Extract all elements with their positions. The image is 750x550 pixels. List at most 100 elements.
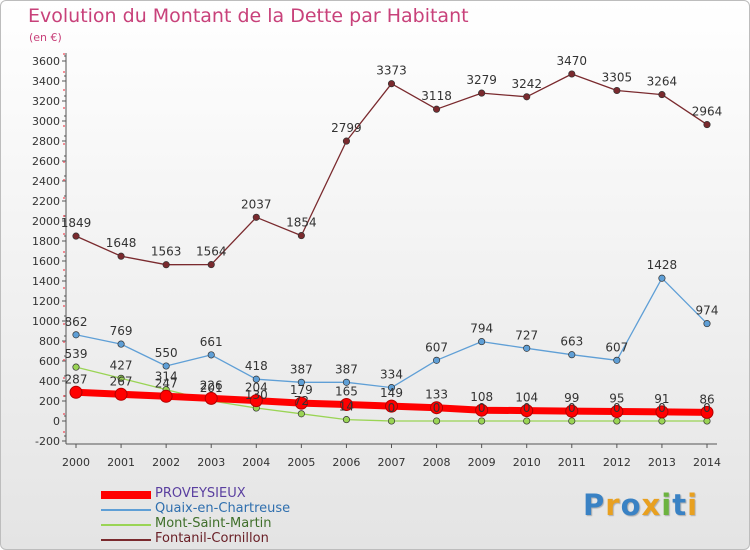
data-point [387, 384, 396, 392]
data-point [72, 232, 80, 240]
data-point [72, 331, 80, 339]
data-point [297, 232, 305, 240]
data-point [703, 121, 711, 129]
x-tick-label: 2007 [378, 456, 406, 469]
data-point [523, 417, 531, 425]
data-point [69, 385, 83, 399]
data-point [703, 320, 711, 328]
data-point [520, 404, 534, 418]
data-point [117, 374, 125, 382]
data-label: 179 [290, 383, 313, 397]
data-point [568, 417, 576, 425]
data-label: 607 [605, 340, 628, 354]
data-point [655, 405, 669, 419]
y-tick-label: 0 [53, 415, 60, 428]
legend-label: Quaix-en-Chartreuse [155, 501, 291, 516]
data-point [207, 261, 215, 269]
data-label: 201 [200, 381, 223, 395]
data-label: 130 [245, 388, 268, 402]
y-tick-label: 3200 [32, 95, 60, 108]
y-tick-label: 3400 [32, 75, 60, 88]
legend-swatch [101, 524, 151, 526]
data-point [249, 394, 263, 408]
y-tick-label: 200 [39, 395, 60, 408]
data-point [478, 417, 486, 425]
y-tick-label: 1000 [32, 315, 60, 328]
logo-letter: o [620, 488, 642, 522]
x-tick-label: 2006 [332, 456, 360, 469]
data-point [478, 338, 486, 346]
data-label: 267 [110, 374, 133, 388]
data-label: 862 [65, 315, 88, 329]
x-tick-label: 2010 [513, 456, 541, 469]
data-label: 663 [560, 335, 583, 349]
data-label: 1648 [106, 236, 137, 250]
data-label: 661 [200, 335, 223, 349]
x-tick-label: 2005 [287, 456, 315, 469]
data-point [658, 274, 666, 282]
x-tick-label: 2004 [242, 456, 270, 469]
data-point [297, 410, 305, 418]
data-label: 2799 [331, 121, 362, 135]
data-point [523, 93, 531, 101]
y-tick-label: 2200 [32, 195, 60, 208]
data-point [387, 417, 396, 425]
y-tick-label: 1800 [32, 235, 60, 248]
y-tick-label: 2000 [32, 215, 60, 228]
data-label: 0 [568, 401, 576, 415]
data-point [433, 356, 441, 364]
logo-letter: x [641, 488, 662, 522]
data-label: 550 [155, 346, 178, 360]
data-label: 1428 [647, 258, 678, 272]
x-tick-label: 2011 [558, 456, 586, 469]
logo-letter: t [672, 488, 688, 522]
series-line-fontanil-cornillon [75, 73, 708, 266]
data-point [433, 417, 441, 425]
data-point [342, 416, 350, 424]
data-label: 1564 [196, 245, 227, 259]
x-tick-label: 2014 [693, 456, 721, 469]
legend: PROVEYSIEUX Quaix-en-Chartreuse Mont-Saint… [101, 486, 361, 547]
data-label: 104 [515, 391, 538, 405]
data-point [207, 351, 215, 359]
data-point [387, 80, 396, 88]
data-label: 0 [433, 401, 441, 415]
data-point [117, 252, 125, 260]
data-label: 418 [245, 359, 268, 373]
data-label: 727 [515, 328, 538, 342]
data-point [294, 396, 308, 410]
data-point [72, 363, 80, 371]
logo-letter: r [605, 488, 621, 522]
x-tick-label: 2000 [62, 456, 90, 469]
y-tick-label: 3000 [32, 115, 60, 128]
x-tick-label: 2012 [603, 456, 631, 469]
data-point [339, 398, 353, 411]
data-point [613, 86, 621, 95]
data-label: 2037 [241, 197, 272, 211]
data-point [700, 405, 714, 419]
data-point [342, 137, 350, 145]
chart-title: Evolution du Montant de la Dette par Hab… [28, 5, 469, 27]
data-point [658, 417, 666, 425]
logo-letter: i [661, 488, 673, 522]
data-label: 247 [155, 376, 178, 390]
data-label: 165 [335, 385, 358, 399]
data-point [162, 362, 170, 370]
legend-item: PROVEYSIEUX [101, 486, 361, 502]
data-label: 133 [425, 388, 448, 402]
y-tick-label: 2400 [32, 175, 60, 188]
data-label: 769 [110, 324, 133, 338]
data-label: 108 [470, 390, 493, 404]
data-label: 1849 [61, 216, 92, 230]
data-label: 0 [478, 401, 486, 415]
legend-label: Mont-Saint-Martin [155, 516, 272, 531]
data-label: 3242 [511, 77, 542, 91]
x-tick-label: 2001 [107, 456, 135, 469]
data-point [252, 213, 260, 221]
data-point [433, 105, 441, 113]
chart-subtitle: (en €) [29, 31, 62, 44]
data-label: 99 [564, 391, 579, 405]
legend-swatch [101, 509, 151, 511]
